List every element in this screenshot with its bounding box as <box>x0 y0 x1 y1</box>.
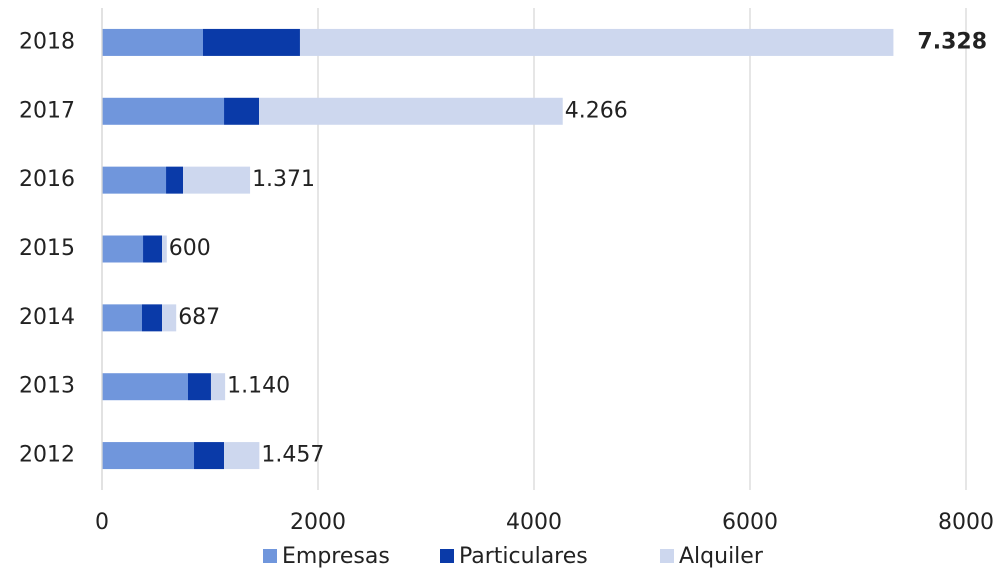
total-label: 4.266 <box>565 98 628 123</box>
bar-segment <box>187 373 211 401</box>
y-tick-label: 2014 <box>19 305 75 330</box>
bar-segment <box>224 97 260 125</box>
bar-segment <box>162 235 167 263</box>
legend-label: Empresas <box>282 544 390 569</box>
y-tick-label: 2012 <box>19 443 75 468</box>
bar-segment <box>102 373 188 401</box>
legend-label: Alquiler <box>679 544 764 569</box>
bar-segment <box>259 97 563 125</box>
total-label: 600 <box>169 236 211 261</box>
bar-segment <box>183 166 251 194</box>
bar-segment <box>210 373 226 401</box>
total-label: 687 <box>178 305 220 330</box>
y-tick-label: 2017 <box>19 98 75 123</box>
legend-swatch <box>440 549 454 563</box>
total-label: 1.371 <box>252 167 315 192</box>
bar-segment <box>102 166 167 194</box>
bar-segment <box>102 304 142 332</box>
bar-segment <box>102 235 144 263</box>
x-tick-label: 4000 <box>506 510 562 535</box>
x-tick-label: 8000 <box>938 510 994 535</box>
bar-segment <box>143 235 163 263</box>
bar-segment <box>162 304 177 332</box>
legend-label: Particulares <box>459 544 588 569</box>
bar-segment <box>141 304 163 332</box>
x-tick-label: 2000 <box>290 510 346 535</box>
bar-segment <box>166 166 183 194</box>
legend-swatch <box>660 549 674 563</box>
bar-segment <box>299 28 894 56</box>
total-label: 1.140 <box>227 374 290 399</box>
x-tick-label: 0 <box>95 510 109 535</box>
bar-segment <box>102 442 195 470</box>
bar-segment <box>194 442 225 470</box>
bar-segment <box>202 28 300 56</box>
y-tick-label: 2015 <box>19 236 75 261</box>
y-tick-label: 2018 <box>19 29 75 54</box>
bar-segment <box>102 28 203 56</box>
y-tick-label: 2016 <box>19 167 75 192</box>
bar-segment <box>102 97 225 125</box>
legend-swatch <box>263 549 277 563</box>
total-label: 1.457 <box>261 443 324 468</box>
y-tick-label: 2013 <box>19 374 75 399</box>
bar-segment <box>224 442 260 470</box>
total-label: 7.328 <box>917 29 987 54</box>
x-tick-label: 6000 <box>722 510 778 535</box>
